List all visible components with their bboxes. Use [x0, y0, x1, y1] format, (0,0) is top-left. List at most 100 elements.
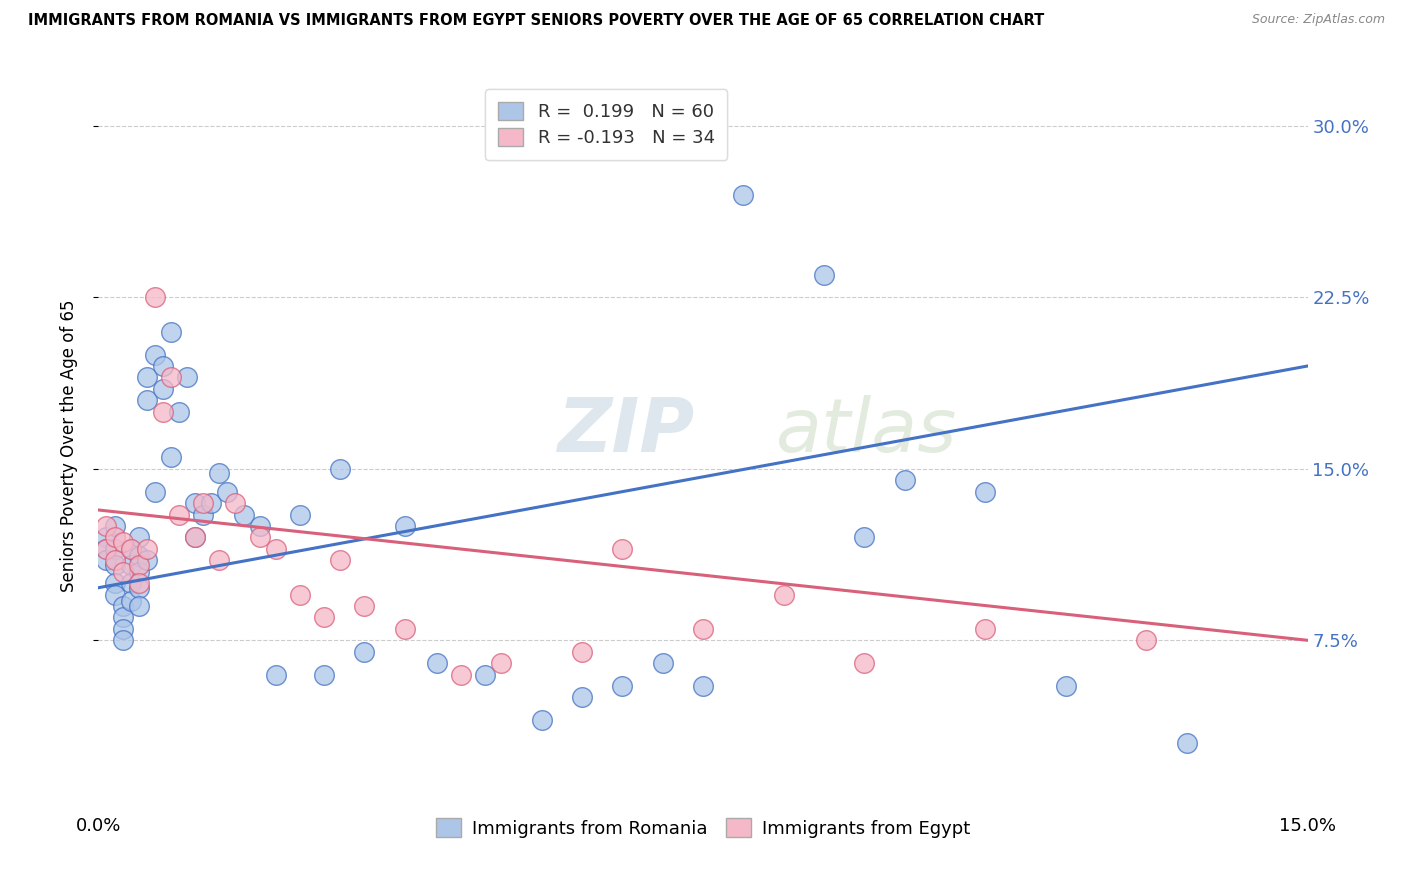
Point — [853, 656, 876, 670]
Point — [394, 519, 416, 533]
Point — [184, 496, 207, 510]
Point — [176, 370, 198, 384]
Point — [208, 553, 231, 567]
Point — [120, 576, 142, 591]
Point — [135, 370, 157, 384]
Point — [111, 535, 134, 549]
Point — [103, 541, 125, 556]
Point — [264, 541, 287, 556]
Point — [288, 508, 311, 522]
Point — [1054, 679, 1077, 693]
Point — [96, 530, 118, 544]
Point — [128, 599, 150, 613]
Point — [394, 622, 416, 636]
Point — [111, 633, 134, 648]
Point — [733, 187, 755, 202]
Point — [571, 690, 593, 705]
Point — [612, 679, 634, 693]
Text: atlas: atlas — [776, 395, 957, 467]
Y-axis label: Seniors Poverty Over the Age of 65: Seniors Poverty Over the Age of 65 — [59, 300, 77, 592]
Point — [193, 508, 215, 522]
Point — [692, 679, 714, 693]
Point — [329, 462, 352, 476]
Point — [974, 484, 997, 499]
Point — [893, 473, 915, 487]
Point — [103, 576, 125, 591]
Point — [96, 541, 118, 556]
Point — [143, 347, 166, 362]
Point — [96, 541, 118, 556]
Text: Source: ZipAtlas.com: Source: ZipAtlas.com — [1251, 13, 1385, 27]
Point — [135, 541, 157, 556]
Point — [96, 553, 118, 567]
Point — [120, 541, 142, 556]
Point — [232, 508, 254, 522]
Point — [96, 519, 118, 533]
Point — [143, 290, 166, 304]
Point — [426, 656, 449, 670]
Point — [651, 656, 673, 670]
Point — [160, 325, 183, 339]
Point — [530, 714, 553, 728]
Point — [111, 610, 134, 624]
Point — [111, 599, 134, 613]
Point — [193, 496, 215, 510]
Point — [160, 370, 183, 384]
Point — [152, 382, 174, 396]
Point — [184, 530, 207, 544]
Point — [224, 496, 246, 510]
Point — [128, 576, 150, 591]
Point — [128, 581, 150, 595]
Point — [208, 467, 231, 481]
Point — [249, 530, 271, 544]
Point — [120, 594, 142, 608]
Point — [128, 558, 150, 572]
Point — [474, 667, 496, 681]
Point — [314, 667, 336, 681]
Point — [167, 508, 190, 522]
Point — [135, 553, 157, 567]
Point — [813, 268, 835, 282]
Point — [128, 565, 150, 579]
Point — [450, 667, 472, 681]
Point — [1175, 736, 1198, 750]
Point — [120, 541, 142, 556]
Point — [772, 588, 794, 602]
Legend: Immigrants from Romania, Immigrants from Egypt: Immigrants from Romania, Immigrants from… — [427, 809, 979, 847]
Point — [329, 553, 352, 567]
Point — [160, 450, 183, 465]
Point — [103, 519, 125, 533]
Point — [152, 359, 174, 373]
Point — [184, 530, 207, 544]
Point — [314, 610, 336, 624]
Point — [353, 599, 375, 613]
Point — [1135, 633, 1157, 648]
Text: IMMIGRANTS FROM ROMANIA VS IMMIGRANTS FROM EGYPT SENIORS POVERTY OVER THE AGE OF: IMMIGRANTS FROM ROMANIA VS IMMIGRANTS FR… — [28, 13, 1045, 29]
Point — [120, 558, 142, 572]
Point — [103, 558, 125, 572]
Point — [103, 588, 125, 602]
Point — [103, 530, 125, 544]
Point — [612, 541, 634, 556]
Point — [111, 565, 134, 579]
Point — [692, 622, 714, 636]
Point — [167, 405, 190, 419]
Point — [143, 484, 166, 499]
Point — [128, 530, 150, 544]
Point — [491, 656, 513, 670]
Point — [152, 405, 174, 419]
Point — [200, 496, 222, 510]
Point — [571, 645, 593, 659]
Point — [288, 588, 311, 602]
Point — [264, 667, 287, 681]
Point — [853, 530, 876, 544]
Point — [128, 549, 150, 563]
Point — [249, 519, 271, 533]
Point — [111, 622, 134, 636]
Point — [103, 553, 125, 567]
Text: ZIP: ZIP — [558, 395, 695, 468]
Point — [135, 393, 157, 408]
Point — [353, 645, 375, 659]
Point — [217, 484, 239, 499]
Point — [974, 622, 997, 636]
